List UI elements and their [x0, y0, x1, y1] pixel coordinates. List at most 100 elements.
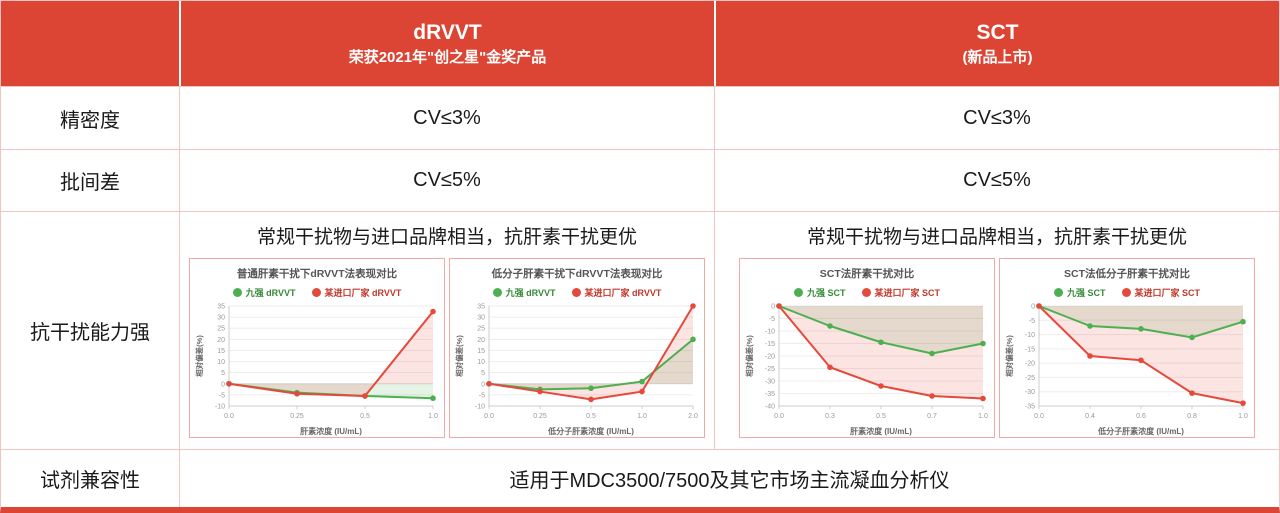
chart-legend: 九强 dRVVT 某进口厂家 dRVVT: [232, 286, 402, 299]
legend-item[interactable]: 某进口厂家 dRVVT: [311, 286, 402, 299]
svg-text:-15: -15: [1025, 346, 1035, 353]
row-interference-label: 抗干扰能力强: [1, 211, 179, 449]
legend-dot-icon: [861, 288, 871, 297]
svg-text:-30: -30: [765, 379, 775, 386]
legend-dot-icon: [793, 288, 803, 297]
row-precision-drvvt-value: CV≤3%: [179, 86, 714, 149]
svg-text:-5: -5: [769, 316, 775, 323]
row-interference-drvvt-cell: 常规干扰物与进口品牌相当，抗肝素干扰更优 普通肝素干扰下dRVVT法表现对比 九强…: [179, 211, 714, 449]
legend-dot-icon: [232, 288, 242, 297]
legend-dot-icon: [1121, 288, 1131, 297]
svg-text:1.0: 1.0: [978, 413, 988, 420]
svg-text:0.8: 0.8: [1187, 413, 1197, 420]
svg-text:0.5: 0.5: [586, 413, 596, 420]
svg-text:-40: -40: [765, 404, 775, 411]
svg-text:0.3: 0.3: [825, 413, 835, 420]
legend-item[interactable]: 九强 dRVVT: [492, 286, 556, 299]
header-sct-subtitle: (新品上市): [962, 48, 1033, 66]
svg-text:20: 20: [217, 337, 225, 344]
svg-text:0: 0: [771, 304, 775, 311]
svg-text:0: 0: [481, 381, 485, 388]
legend-item[interactable]: 九强 SCT: [1053, 286, 1106, 299]
legend-label: 九强 dRVVT: [505, 288, 556, 298]
svg-text:0.0: 0.0: [484, 413, 494, 420]
svg-text:低分子肝素浓度 (IU/mL): 低分子肝素浓度 (IU/mL): [1097, 426, 1184, 436]
svg-text:-10: -10: [765, 329, 775, 336]
svg-text:0.6: 0.6: [1136, 413, 1146, 420]
legend-item[interactable]: 九强 SCT: [793, 286, 846, 299]
svg-text:1.0: 1.0: [1238, 413, 1248, 420]
svg-text:-10: -10: [215, 404, 225, 411]
legend-dot-icon: [1053, 288, 1063, 297]
svg-text:1.0: 1.0: [428, 413, 438, 420]
svg-text:-30: -30: [1025, 389, 1035, 396]
chart-legend: 九强 dRVVT 某进口厂家 dRVVT: [492, 286, 662, 299]
svg-text:-25: -25: [1025, 375, 1035, 382]
svg-text:0.25: 0.25: [290, 413, 304, 420]
svg-text:相对偏差(%): 相对偏差(%): [744, 335, 754, 377]
svg-text:35: 35: [217, 304, 225, 311]
svg-text:低分子肝素浓度 (IU/mL): 低分子肝素浓度 (IU/mL): [547, 426, 634, 436]
legend-dot-icon: [311, 288, 321, 297]
header-drvvt-subtitle: 荣获2021年"创之星"金奖产品: [348, 48, 547, 66]
svg-text:1.0: 1.0: [637, 413, 647, 420]
svg-text:0: 0: [221, 381, 225, 388]
header-empty-cell: [1, 1, 179, 86]
svg-text:30: 30: [217, 315, 225, 322]
svg-text:0.5: 0.5: [876, 413, 886, 420]
svg-text:15: 15: [477, 348, 485, 355]
legend-item[interactable]: 某进口厂家 SCT: [861, 286, 941, 299]
chart-title: SCT法低分子肝素干扰对比: [1064, 268, 1190, 280]
header-drvvt-title: dRVVT: [413, 21, 482, 45]
svg-text:25: 25: [217, 326, 225, 333]
svg-text:-5: -5: [479, 392, 485, 399]
svg-text:-5: -5: [219, 392, 225, 399]
svg-text:-25: -25: [765, 366, 775, 373]
legend-dot-icon: [492, 288, 502, 297]
svg-text:0.4: 0.4: [1085, 413, 1095, 420]
legend-dot-icon: [571, 288, 581, 297]
chart-heparin-drvvt: 普通肝素干扰下dRVVT法表现对比 九强 dRVVT 某进口厂家 dRVVT 35 30…: [189, 258, 445, 438]
legend-label: 九强 SCT: [806, 288, 846, 298]
svg-text:-20: -20: [1025, 361, 1035, 368]
legend-label: 某进口厂家 SCT: [1134, 288, 1201, 298]
row-compatibility-value: 适用于MDC3500/7500及其它市场主流凝血分析仪: [179, 449, 1279, 507]
svg-text:5: 5: [481, 370, 485, 377]
row-compatibility-label: 试剂兼容性: [1, 449, 179, 507]
svg-text:相对偏差(%): 相对偏差(%): [454, 335, 464, 377]
svg-text:0.0: 0.0: [774, 413, 784, 420]
svg-text:20: 20: [477, 337, 485, 344]
row-interference-sct-cell: 常规干扰物与进口品牌相当，抗肝素干扰更优 SCT法肝素干扰对比 九强 SCT 某进口…: [714, 211, 1279, 449]
legend-label: 九强 SCT: [1066, 288, 1106, 298]
legend-label: 某进口厂家 SCT: [874, 288, 941, 298]
legend-item[interactable]: 某进口厂家 SCT: [1121, 286, 1201, 299]
svg-text:10: 10: [477, 359, 485, 366]
sct-charts-row: SCT法肝素干扰对比 九强 SCT 某进口厂家 SCT 0 -5 -10 -15 -20 -25…: [715, 258, 1279, 438]
legend-label: 某进口厂家 dRVVT: [584, 288, 662, 298]
chart-legend: 九强 SCT 某进口厂家 SCT: [1053, 286, 1201, 299]
svg-text:0.5: 0.5: [360, 413, 370, 420]
svg-text:-35: -35: [1025, 404, 1035, 411]
legend-item[interactable]: 某进口厂家 dRVVT: [571, 286, 662, 299]
header-sct-title: SCT: [976, 21, 1019, 45]
svg-text:肝素浓度 (IU/mL): 肝素浓度 (IU/mL): [300, 426, 362, 436]
svg-text:5: 5: [221, 370, 225, 377]
svg-text:0.7: 0.7: [927, 413, 937, 420]
svg-text:15: 15: [217, 348, 225, 355]
svg-text:-5: -5: [1029, 318, 1035, 325]
svg-text:-20: -20: [765, 354, 775, 361]
row-precision-sct-value: CV≤3%: [714, 86, 1279, 149]
svg-text:0.25: 0.25: [533, 413, 547, 420]
svg-text:-10: -10: [1025, 332, 1035, 339]
svg-text:10: 10: [217, 359, 225, 366]
svg-text:肝素浓度 (IU/mL): 肝素浓度 (IU/mL): [850, 426, 912, 436]
legend-label: 某进口厂家 dRVVT: [324, 288, 402, 298]
legend-label: 九强 dRVVT: [245, 288, 296, 298]
svg-text:0: 0: [1031, 304, 1035, 311]
svg-text:相对偏差(%): 相对偏差(%): [1004, 335, 1014, 377]
chart-title: 低分子肝素干扰下dRVVT法表现对比: [491, 268, 663, 280]
chart-plot: 0 -5 -10 -15 -20 -25 -30 -35 -40 0.0 0.3 0.5 0.7 1.0 肝…: [744, 303, 988, 436]
svg-text:35: 35: [477, 304, 485, 311]
legend-item[interactable]: 九强 dRVVT: [232, 286, 296, 299]
svg-text:-15: -15: [765, 341, 775, 348]
